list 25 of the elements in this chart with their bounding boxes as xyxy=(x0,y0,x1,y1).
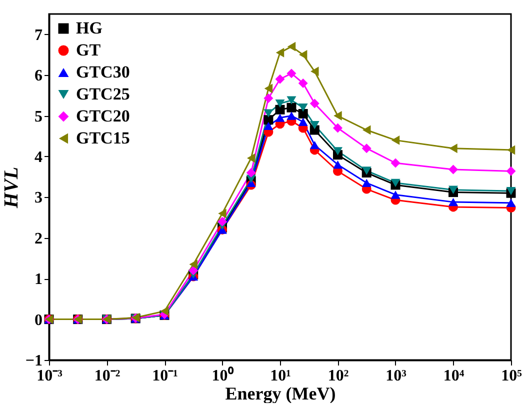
x-tick-label: 10⁰ xyxy=(212,366,234,384)
x-tick-label: 10⁴ xyxy=(443,368,464,384)
legend-label: GT xyxy=(76,40,102,60)
y-tick-label: 0 xyxy=(34,312,42,329)
legend-label: GTC25 xyxy=(76,84,130,104)
y-tick-label: 3 xyxy=(34,190,42,207)
legend-label: HG xyxy=(76,18,102,38)
x-tick-label: 10⁻³ xyxy=(36,368,63,384)
y-tick-label: 7 xyxy=(34,26,42,44)
legend-label: GTC30 xyxy=(76,62,130,82)
y-axis-title: HVL xyxy=(0,166,22,210)
y-tick-label: 6 xyxy=(34,68,42,85)
y-tick-label: 4 xyxy=(34,148,42,166)
x-tick-label: 10³ xyxy=(386,368,407,384)
legend-label: GTC20 xyxy=(76,106,130,126)
x-tick-label: 10⁵ xyxy=(501,368,522,384)
x-tick-label: 10⁻² xyxy=(94,368,120,384)
x-tick-label: 10⁻¹ xyxy=(152,368,178,384)
y-tick-label: 1 xyxy=(34,271,42,288)
x-tick-label: 10¹ xyxy=(270,368,292,384)
y-tick-label: 2 xyxy=(34,230,42,248)
y-tick-label: −1 xyxy=(25,352,42,370)
legend-label: GTC15 xyxy=(76,128,130,148)
y-tick-label: 5 xyxy=(34,108,42,126)
x-tick-label: 10² xyxy=(328,368,349,384)
